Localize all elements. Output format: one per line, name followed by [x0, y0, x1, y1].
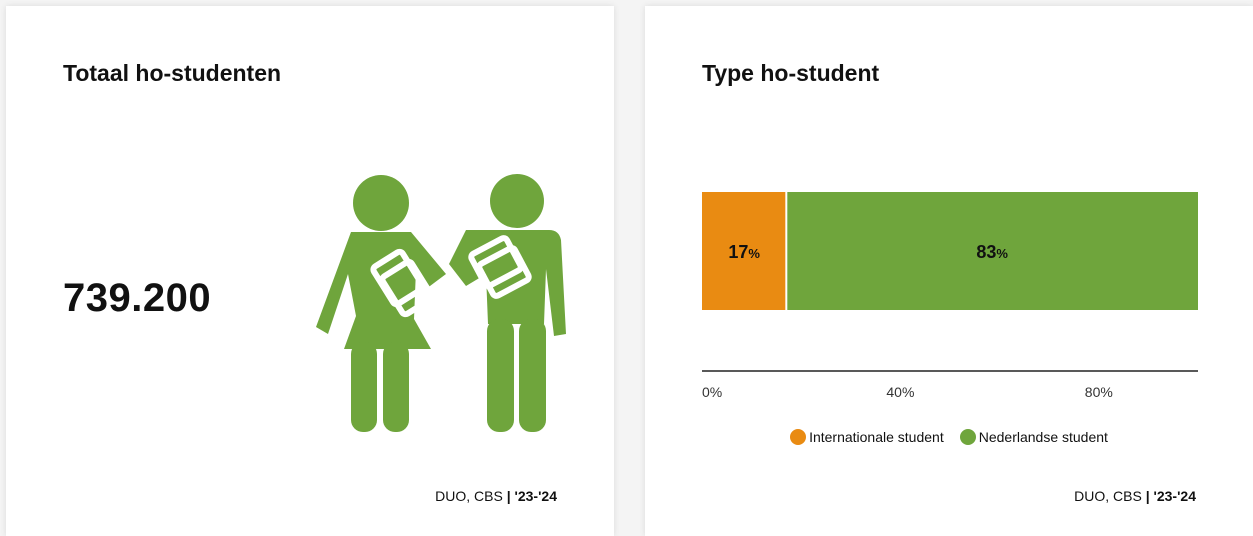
total-students-value: 739.200 [63, 276, 212, 320]
source-period: '23-'24 [1153, 488, 1196, 504]
x-tick-label-2: 80% [1085, 384, 1113, 400]
x-tick-label-0: 0% [702, 384, 722, 400]
total-students-card: Totaal ho-studenten 739.200 DUO, CBS | '… [6, 6, 614, 536]
student-type-card: Type ho-student 17% 83% 0% 40% 80% Internati… [645, 6, 1253, 536]
x-tick-label-1: 40% [886, 384, 914, 400]
source-separator: | [1145, 488, 1150, 504]
source-text: DUO, CBS [1074, 488, 1142, 504]
student-type-chart: 17% 83% 0% 40% 80% [702, 192, 1198, 400]
legend-swatch-international [790, 429, 807, 445]
source-separator: | [506, 488, 511, 504]
bar-segment-1 [786, 192, 1198, 310]
legend-swatch-dutch [959, 429, 976, 445]
legend-label-dutch: Nederlandse student [978, 429, 1108, 445]
chart-legend: Internationale student Nederlandse stude… [645, 429, 1253, 445]
legend-label-international: Internationale student [809, 429, 944, 445]
source-period: '23-'24 [514, 488, 557, 504]
data-label-1: 83% [976, 242, 1008, 262]
bar-segment-0 [702, 192, 787, 310]
legend-item-international: Internationale student [790, 429, 944, 445]
card-title: Totaal ho-studenten [63, 60, 282, 86]
source-note: DUO, CBS | '23-'24 [435, 488, 557, 504]
source-text: DUO, CBS [435, 488, 503, 504]
source-note: DUO, CBS | '23-'24 [1074, 488, 1196, 504]
students-icon [316, 174, 566, 432]
legend-item-dutch: Nederlandse student [959, 429, 1108, 445]
data-label-0: 17% [728, 242, 760, 262]
card-title: Type ho-student [702, 60, 880, 86]
